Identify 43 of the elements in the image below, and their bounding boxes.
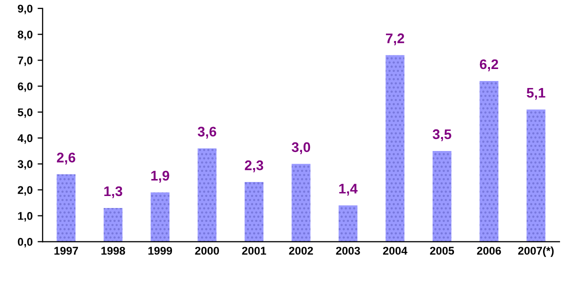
- y-tick-label: 3,0: [18, 160, 32, 170]
- data-label: 3,5: [432, 129, 452, 142]
- data-label: 2,6: [56, 152, 76, 164]
- y-tick-label: 9,0: [18, 4, 32, 14]
- x-tick-label: 2006: [477, 246, 501, 255]
- data-label: 3,6: [198, 126, 216, 139]
- x-tick-label: 2004: [383, 246, 408, 255]
- y-tick-label: 8,0: [18, 30, 32, 40]
- y-tick-label: 5,0: [18, 108, 32, 118]
- bar: [104, 208, 122, 242]
- data-label: 7,2: [386, 33, 404, 46]
- bar: [150, 192, 170, 242]
- x-tick-label: 1997: [54, 246, 78, 255]
- bar: [526, 109, 546, 242]
- x-tick-label: 1998: [101, 246, 126, 255]
- x-tick-label: 2001: [242, 246, 266, 255]
- y-tick-label: 0,0: [18, 238, 32, 248]
- x-tick-label: 2000: [195, 246, 219, 255]
- bar: [56, 174, 76, 242]
- x-tick-label: 1999: [148, 246, 172, 255]
- data-label: 3,0: [292, 142, 310, 154]
- data-label: 5,1: [526, 88, 546, 100]
- bar: [292, 164, 310, 242]
- bar: [338, 205, 358, 242]
- y-tick-label: 1,0: [18, 212, 32, 222]
- bar: [244, 182, 264, 242]
- bar: [432, 150, 452, 242]
- data-label: 1,4: [339, 184, 358, 196]
- data-label: 1,9: [151, 170, 170, 183]
- x-tick-label: 2003: [336, 246, 360, 255]
- y-tick-label: 4,0: [18, 134, 32, 144]
- y-tick-label: 2,0: [18, 186, 32, 196]
- x-tick-label: 2002: [289, 246, 313, 255]
- bar: [386, 55, 404, 242]
- x-tick-label: 2005: [430, 246, 454, 255]
- data-label: 2,3: [244, 160, 264, 172]
- x-tick-label: 2007(*): [518, 246, 554, 257]
- data-label: 6,2: [480, 59, 498, 72]
- bar: [480, 80, 498, 242]
- bar: [198, 148, 216, 242]
- data-label: 1,3: [104, 186, 122, 198]
- y-tick-label: 7,0: [18, 56, 32, 66]
- y-tick-label: 6,0: [18, 82, 32, 92]
